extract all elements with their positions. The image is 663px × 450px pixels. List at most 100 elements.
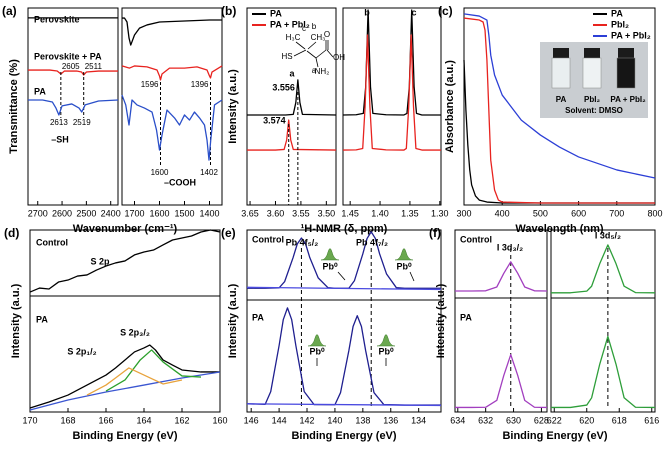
annotation: a (289, 68, 295, 78)
series-line (29, 371, 221, 411)
x-tick-label: 800 (647, 208, 662, 218)
panel-label: (c) (438, 4, 453, 18)
plot-frame (454, 229, 548, 413)
series-line (246, 286, 442, 291)
x-axis-label: ¹H-NMR (δ, ppm) (301, 223, 388, 235)
plot-frame (29, 229, 221, 413)
x-tick-label: 616 (644, 415, 659, 425)
x-tick-label: 1400 (199, 208, 219, 218)
inset-label: PA + PbI₂ (610, 95, 646, 104)
vial-cap (618, 48, 634, 58)
x-tick-label: 166 (98, 415, 113, 425)
series-line (105, 349, 202, 392)
annotation: Pb⁰ (309, 346, 325, 356)
y-axis-label: Intensity (a.u.) (435, 283, 447, 358)
x-axis-label: Binding Energy (eV) (291, 430, 396, 442)
annotation: Pb 4f₇/₂ (356, 237, 388, 247)
x-tick-label: 1.35 (401, 208, 419, 218)
peak-label: 1402 (200, 168, 218, 177)
pb0-icon (320, 248, 340, 261)
annotation: S 2p (90, 256, 110, 266)
series-line (28, 17, 222, 46)
x-tick-label: 136 (383, 415, 398, 425)
inset-photo (540, 42, 648, 118)
panel-label: (f) (429, 226, 441, 240)
x-axis-label: Binding Energy (eV) (502, 430, 607, 442)
shift-label: 3.556 (272, 82, 295, 92)
shift-label: 3.574 (263, 115, 286, 125)
annotation: Control (460, 234, 492, 244)
vial (582, 57, 602, 89)
annotation: Pb 4f₅/₂ (286, 237, 319, 247)
x-tick-label: 600 (571, 208, 586, 218)
peak-label: 2511 (85, 62, 103, 71)
x-tick-label: 500 (533, 208, 548, 218)
y-axis-label: Intensity (a.u.) (227, 69, 239, 144)
legend-label: PA (270, 8, 282, 18)
x-tick-label: 300 (456, 208, 471, 218)
x-axis-label: Wavenumber (cm⁻¹) (73, 223, 178, 235)
series-line (463, 59, 655, 204)
legend-label: PA (611, 8, 623, 18)
x-tick-label: 620 (579, 415, 594, 425)
x-tick-label: 628 (534, 415, 549, 425)
annotation: PA (252, 312, 264, 322)
annotation: Pb⁰ (322, 261, 338, 271)
x-tick-label: 630 (506, 415, 521, 425)
structure-label: a (312, 66, 317, 75)
x-tick-label: 134 (411, 415, 426, 425)
annotation: –COOH (164, 177, 196, 187)
x-tick-label: 1.45 (341, 208, 359, 218)
structure-label: CH₃ (311, 33, 326, 42)
x-tick-label: 1.30 (431, 208, 449, 218)
peak-label: 1396 (191, 80, 209, 89)
y-axis-label: Intensity (a.u.) (10, 283, 22, 358)
x-tick-label: 632 (478, 415, 493, 425)
x-tick-label: 622 (547, 415, 562, 425)
x-tick-label: 162 (174, 415, 189, 425)
annotation: Control (252, 234, 284, 244)
series-line (28, 94, 223, 161)
legend-label: PbI₂ (611, 19, 629, 29)
annotation: PA (460, 312, 472, 322)
series-line (29, 229, 221, 293)
x-tick-label: 1500 (174, 208, 194, 218)
series-line (86, 367, 183, 396)
plot-frame (27, 7, 119, 206)
x-tick-label: 168 (60, 415, 75, 425)
annotation: S 2p₁/₂ (67, 346, 96, 356)
series-line (551, 335, 656, 409)
series-line (246, 307, 441, 406)
structure-label: NH₂ (315, 67, 330, 76)
x-tick-label: 144 (272, 415, 287, 425)
x-axis-label: Wavelength (nm) (515, 223, 604, 235)
plot-frame (342, 7, 442, 206)
annotation: Control (36, 237, 68, 247)
x-tick-label: 700 (609, 208, 624, 218)
x-tick-label: 3.50 (318, 208, 336, 218)
plot-frame (246, 7, 337, 206)
vial-cap (553, 48, 569, 58)
pb0-arrow (337, 271, 346, 281)
panel-label: (d) (4, 226, 19, 240)
legend-label: PA + PbI₂ (611, 30, 651, 40)
inset-label: PA (556, 95, 567, 104)
annotation: I 3d₅/₂ (595, 230, 621, 240)
plot-frame (550, 229, 656, 413)
annotation: S 2p₃/₂ (120, 327, 150, 337)
y-axis-label: Intensity (a.u.) (227, 283, 239, 358)
x-tick-label: 140 (327, 415, 342, 425)
legend-label: PA + PbI₂ (270, 19, 310, 29)
x-tick-label: 2500 (76, 208, 96, 218)
pb0-icon (394, 248, 414, 261)
plot-frame (246, 229, 442, 413)
x-tick-label: 3.60 (267, 208, 285, 218)
plot-frame (121, 7, 223, 206)
x-tick-label: 1700 (124, 208, 144, 218)
structure-label: c (302, 24, 306, 33)
series-line (246, 403, 442, 407)
series-line (247, 34, 441, 151)
inset-label: Solvent: DMSO (565, 106, 623, 115)
